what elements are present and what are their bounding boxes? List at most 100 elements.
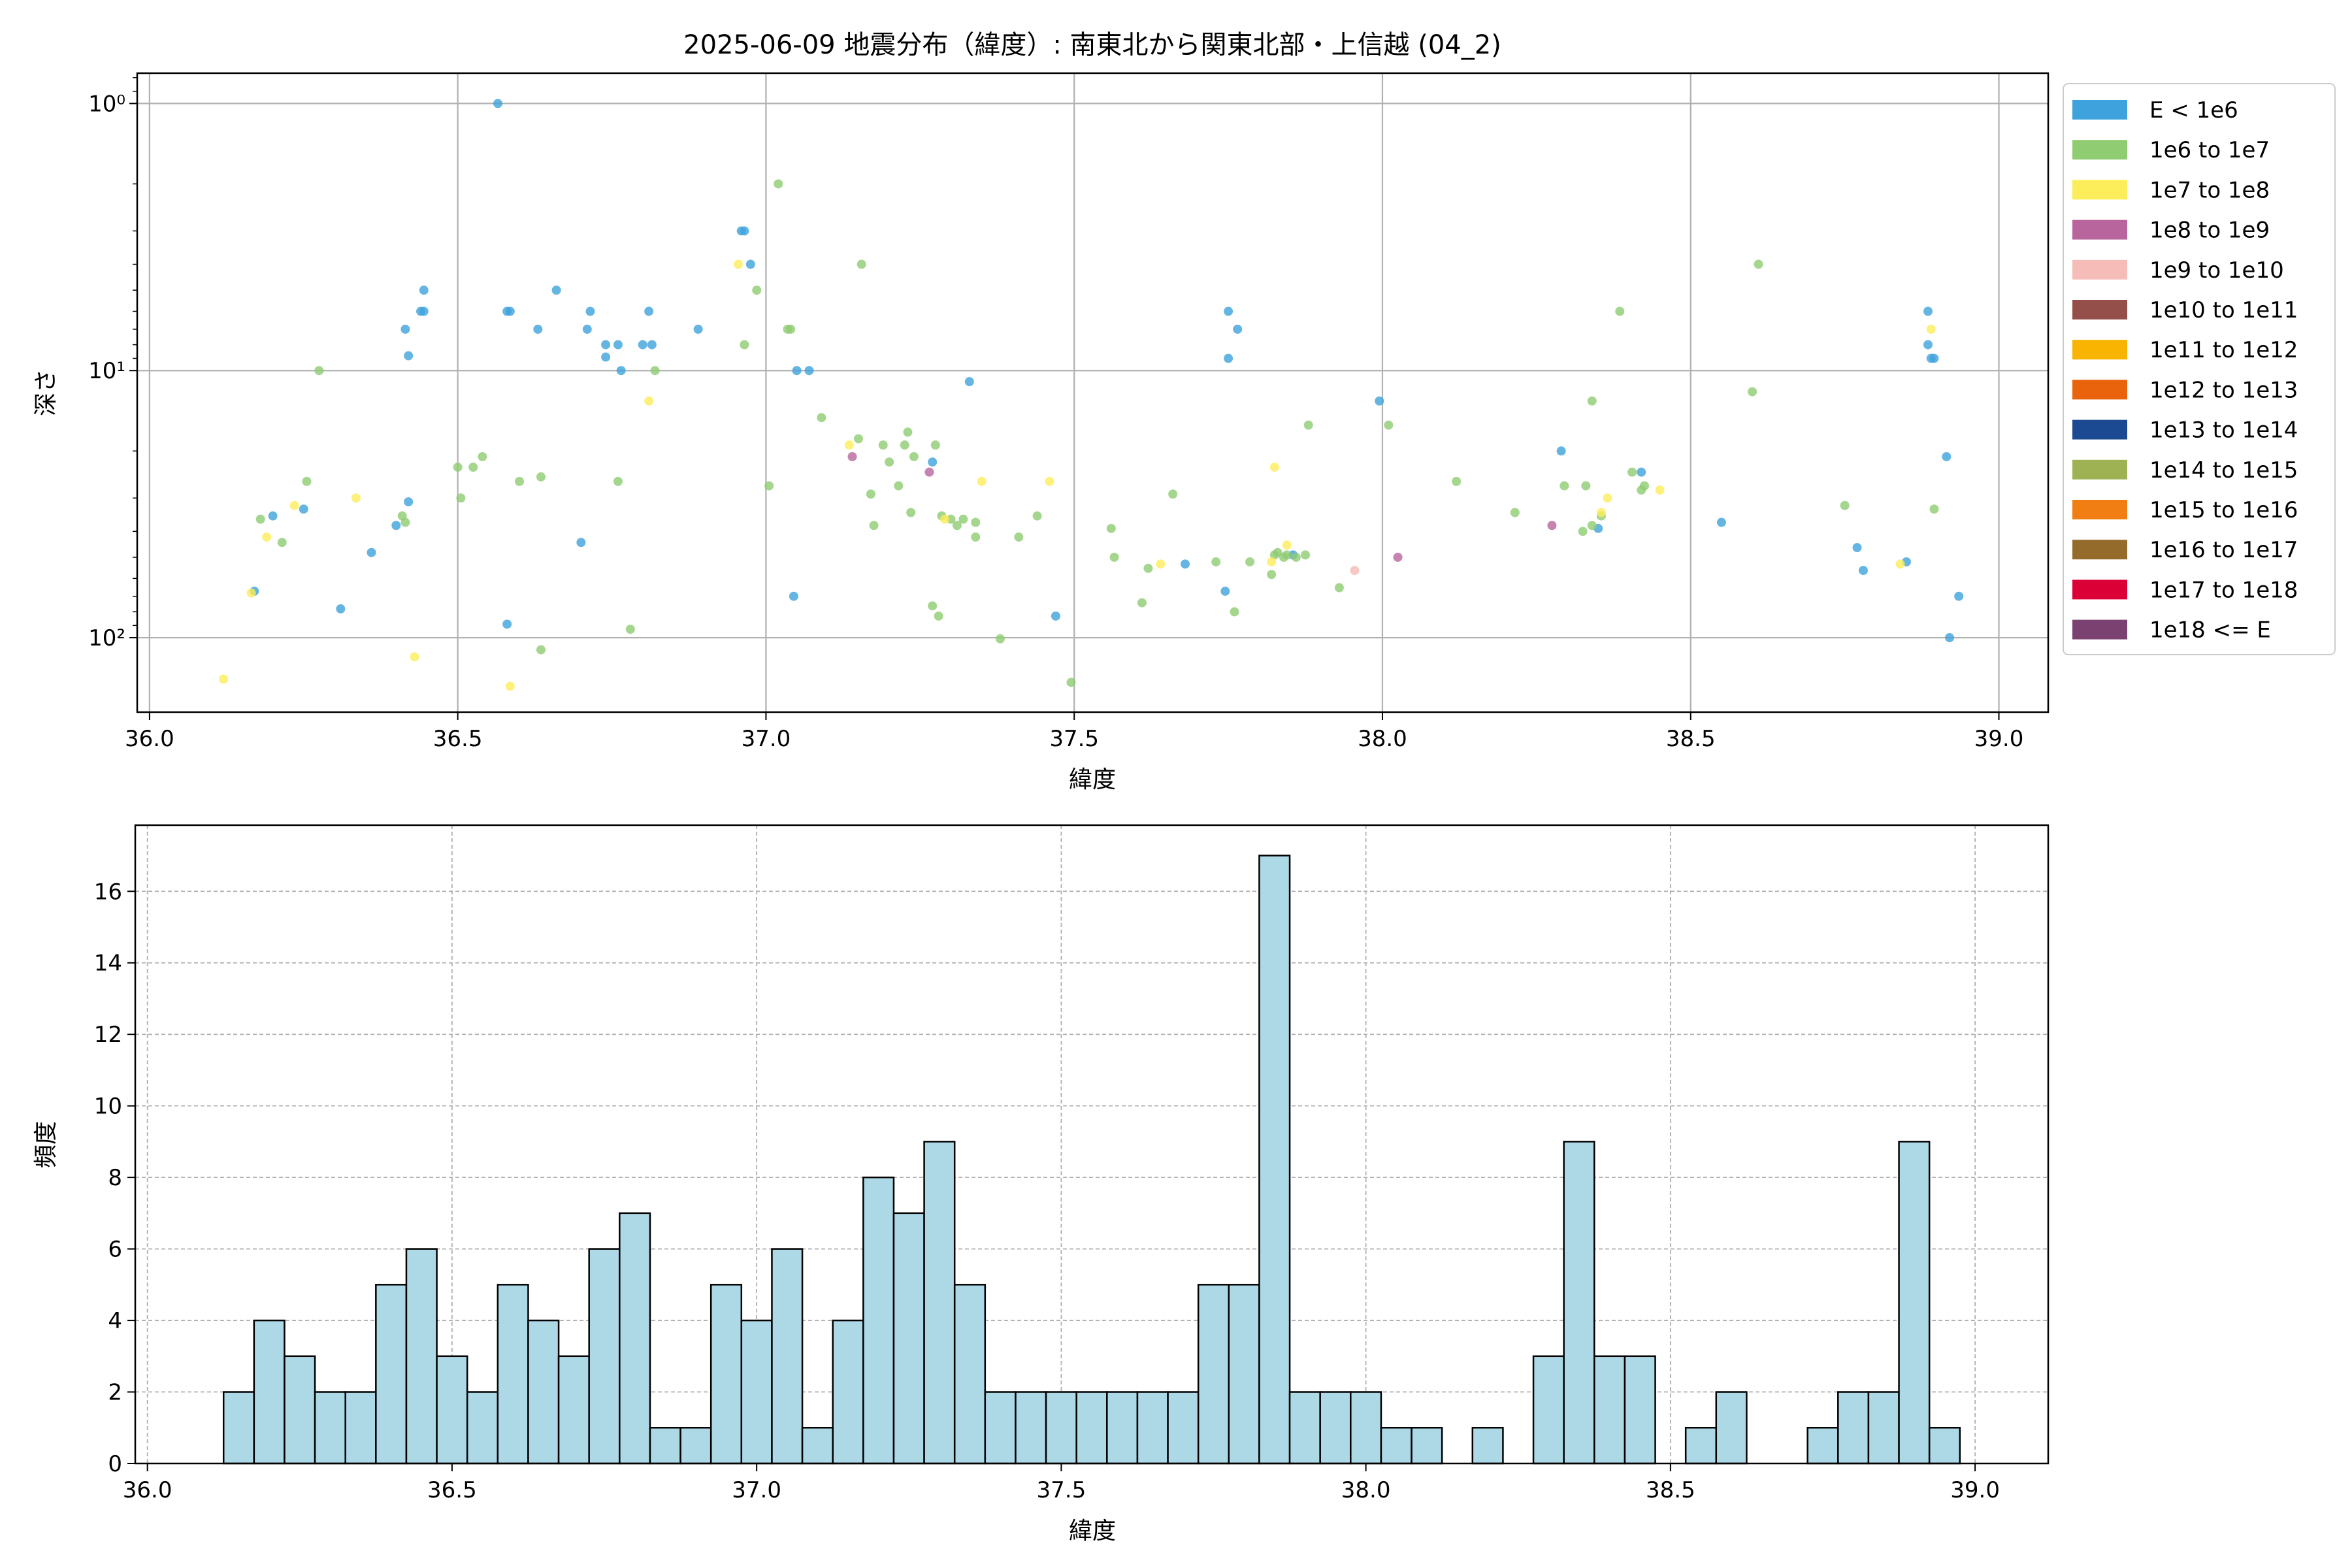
scatter-point (533, 324, 543, 334)
histogram-x-axis-label: 緯度 (1069, 1518, 1116, 1544)
histogram-bar (1319, 1391, 1352, 1465)
scatter-point (693, 324, 703, 334)
scatter-point (576, 538, 586, 547)
histogram-bar (1898, 1141, 1931, 1465)
histogram-bar (527, 1319, 560, 1465)
scatter-point (1051, 611, 1060, 621)
histogram-bar (1928, 1427, 1961, 1465)
scatter-point (1510, 508, 1520, 517)
scatter-point (900, 440, 909, 450)
scatter-point (1929, 504, 1939, 514)
legend-swatch (2072, 580, 2127, 600)
legend-swatch (2072, 380, 2127, 400)
scatter-point (1556, 446, 1566, 456)
scatter-x-ticks: 36.0 36.5 37.0 37.5 38.0 38.5 39.0 (125, 712, 2023, 752)
scatter-y-tick-label: 10¹ (88, 358, 125, 384)
histogram-bar (1593, 1355, 1626, 1465)
scatter-point (1596, 508, 1606, 517)
legend-swatch (2072, 220, 2127, 240)
scatter-point (1560, 481, 1569, 491)
scatter-point (644, 306, 654, 316)
scatter-point (977, 476, 987, 486)
histogram-x-tick-label: 38.5 (1646, 1477, 1695, 1503)
histogram-bar (1197, 1284, 1230, 1465)
scatter-point (906, 508, 916, 517)
scatter-point (1858, 566, 1868, 576)
scatter-point (351, 493, 361, 503)
scatter-x-tick-label: 39.0 (1974, 726, 2024, 752)
scatter-point (1637, 485, 1646, 495)
scatter-y-ticks: 10⁰ 10¹ 10² (88, 77, 137, 651)
scatter-point (367, 547, 376, 557)
histogram-y-tick-label: 2 (108, 1380, 122, 1406)
scatter-point (885, 457, 894, 467)
histogram-bar (1380, 1427, 1413, 1465)
scatter-point (302, 476, 312, 486)
scatter-point (928, 601, 938, 611)
scatter-x-tick-label: 38.0 (1358, 726, 1407, 752)
scatter-point (1926, 324, 1936, 334)
scatter-point (786, 324, 796, 334)
histogram-bar (1045, 1391, 1077, 1465)
histogram-bar (862, 1176, 895, 1465)
histogram-bar (344, 1391, 377, 1465)
scatter-point (1334, 583, 1344, 593)
scatter-point (1350, 566, 1360, 576)
legend-swatch (2072, 300, 2127, 319)
scatter-point (1224, 353, 1233, 363)
scatter-point (1137, 598, 1147, 608)
scatter-point (299, 504, 308, 514)
scatter-point (1230, 607, 1239, 617)
scatter-point (878, 440, 888, 450)
scatter-point (644, 396, 654, 406)
histogram-y-tick-label: 8 (108, 1165, 122, 1191)
scatter-point (262, 532, 272, 542)
scatter-point (336, 604, 346, 613)
histogram-bar (649, 1427, 681, 1465)
histogram-bar (1837, 1391, 1870, 1465)
scatter-point (1156, 559, 1166, 569)
histogram-bar (1624, 1355, 1656, 1465)
scatter-point (289, 500, 299, 510)
scatter-y-axis-label: 深さ (33, 369, 59, 416)
scatter-point (964, 377, 974, 387)
scatter-point (934, 611, 943, 621)
histogram-bar (923, 1141, 956, 1465)
scatter-point (1143, 563, 1153, 573)
histogram-x-tick-label: 36.0 (123, 1477, 172, 1503)
scatter-point (1547, 521, 1557, 531)
scatter-point (1045, 476, 1054, 486)
scatter-x-tick-label: 38.5 (1666, 726, 1716, 752)
histogram-bar (892, 1212, 925, 1465)
scatter-point (391, 521, 401, 531)
scatter-point (502, 619, 512, 629)
scatter-point (419, 286, 429, 295)
scatter-point (255, 514, 265, 524)
legend-swatch (2072, 459, 2127, 480)
legend-label: 1e12 to 1e13 (2149, 377, 2298, 403)
histogram-x-tick-label: 37.5 (1037, 1477, 1086, 1503)
legend-label: 1e8 to 1e9 (2149, 218, 2270, 244)
histogram-bar (1288, 1391, 1321, 1465)
histogram-bar (1106, 1391, 1139, 1465)
legend-label: 1e6 to 1e7 (2149, 137, 2270, 163)
scatter-point (1282, 540, 1292, 550)
histogram-bar (801, 1427, 834, 1465)
scatter-x-tick-label: 37.5 (1049, 726, 1099, 752)
scatter-point (1840, 500, 1850, 510)
legend-label: 1e17 to 1e18 (2149, 577, 2298, 603)
histogram-bar (1167, 1391, 1200, 1465)
legend-label: E < 1e6 (2149, 97, 2238, 123)
histogram-bar (1806, 1427, 1839, 1465)
histogram-bar (740, 1319, 773, 1465)
scatter-point (1014, 532, 1024, 542)
scatter-point (1923, 306, 1933, 316)
scatter-point (853, 434, 863, 444)
scatter-point (733, 259, 743, 269)
scatter-point (536, 472, 546, 482)
scatter-point (1211, 557, 1221, 566)
legend-swatch (2072, 140, 2127, 160)
scatter-point (468, 463, 478, 472)
histogram-bar (314, 1391, 346, 1465)
